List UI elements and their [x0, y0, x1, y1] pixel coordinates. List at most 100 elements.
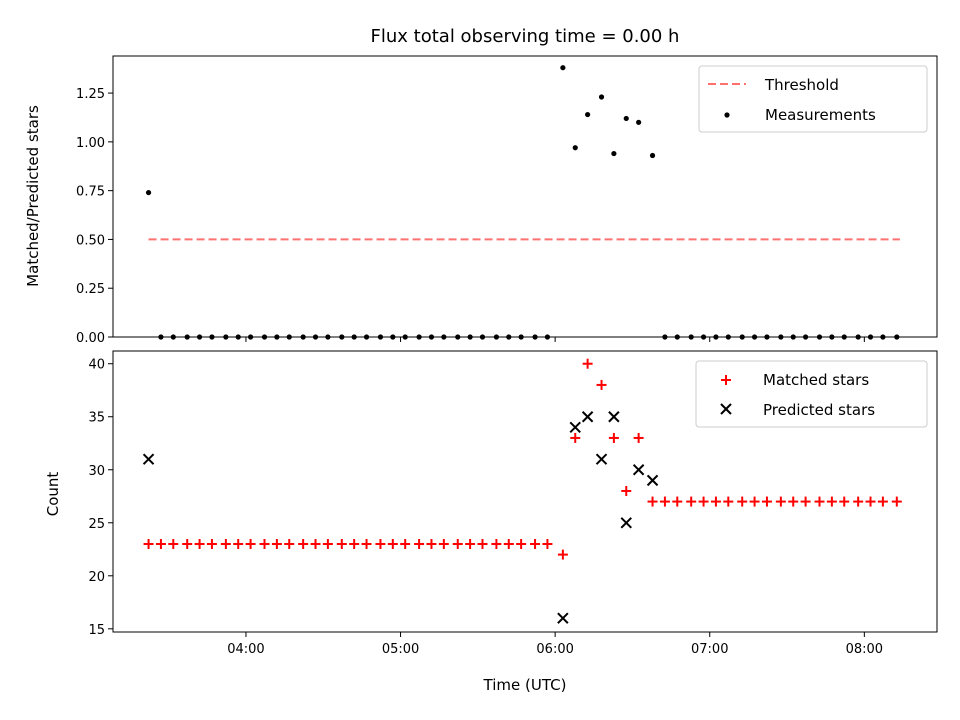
- matched-star-point: [686, 496, 697, 507]
- x-tick-label: 04:00: [227, 642, 264, 657]
- top-y-ticks: 0.00 0.25 0.50 0.75 1.00 1.25: [76, 87, 113, 346]
- measurement-point: [416, 334, 422, 340]
- measurement-point: [816, 334, 823, 340]
- measurement-point: [855, 334, 861, 340]
- top-marks: [145, 65, 900, 340]
- measurement-point: [235, 334, 241, 340]
- matched-star-point: [400, 538, 411, 549]
- measurement-point: [544, 334, 551, 340]
- measurement-point: [585, 111, 591, 118]
- measurement-point: [713, 334, 719, 340]
- top-y-axis-label: Matched/Predicted stars: [24, 105, 42, 287]
- bottom-y-tick-label: 35: [88, 411, 105, 426]
- measurement-point: [145, 189, 152, 196]
- x-tick-label: 07:00: [691, 642, 728, 657]
- measurement-point: [286, 334, 292, 340]
- matched-star-point: [800, 496, 811, 507]
- x-axis-label: Time (UTC): [483, 676, 567, 694]
- bottom-marks: [142, 358, 902, 624]
- matched-star-point: [245, 538, 256, 549]
- measurement-point: [312, 334, 319, 340]
- matched-star-point: [710, 496, 721, 507]
- matched-star-point: [298, 538, 309, 549]
- legend-measurements-label: Measurements: [765, 106, 876, 124]
- measurement-point: [209, 334, 215, 340]
- matched-star-point: [853, 496, 864, 507]
- matched-star-point: [155, 538, 166, 549]
- top-y-tick-label: 0.00: [76, 331, 105, 346]
- measurement-point: [778, 334, 784, 340]
- predicted-star-point: [608, 411, 620, 423]
- matched-star-point: [530, 538, 541, 549]
- legend-threshold-label: Threshold: [764, 76, 839, 94]
- matched-star-point: [557, 549, 568, 560]
- measurement-point: [572, 145, 578, 151]
- measurement-point: [790, 334, 796, 340]
- bottom-y-tick-label: 30: [88, 464, 105, 479]
- measurement-point: [274, 334, 280, 340]
- matched-star-point: [465, 538, 476, 549]
- matched-star-point: [349, 538, 360, 549]
- legend-matched-label: Matched stars: [763, 371, 869, 389]
- matched-star-point: [259, 538, 270, 549]
- matched-star-point: [698, 496, 709, 507]
- predicted-star-point: [595, 453, 608, 465]
- matched-star-point: [477, 538, 488, 549]
- matched-star-point: [361, 538, 372, 549]
- measurement-point: [751, 334, 758, 340]
- matched-star-point: [336, 538, 347, 549]
- legend-predicted-label: Predicted stars: [763, 401, 875, 419]
- top-y-tick-label: 0.50: [76, 233, 105, 248]
- predicted-star-point: [581, 411, 594, 423]
- predicted-star-point: [557, 612, 569, 624]
- measurement-point: [532, 334, 538, 340]
- measurement-point: [170, 334, 176, 340]
- matched-star-point: [438, 538, 449, 549]
- top-y-tick-label: 0.75: [76, 185, 105, 200]
- matched-star-point: [220, 538, 231, 549]
- measurement-point: [829, 334, 835, 340]
- measurement-point: [867, 334, 874, 340]
- measurement-point: [196, 334, 203, 340]
- bottom-legend: Matched stars Predicted stars: [695, 360, 928, 428]
- measurement-point: [428, 334, 435, 340]
- matched-star-point: [775, 496, 786, 507]
- top-y-tick-label: 1.25: [76, 87, 105, 102]
- measurement-point: [377, 334, 384, 340]
- measurement-point: [880, 334, 886, 340]
- measurement-point: [493, 334, 499, 340]
- top-y-tick-label: 0.25: [76, 282, 105, 297]
- matched-star-point: [233, 538, 244, 549]
- measurement-point: [725, 334, 731, 340]
- measurement-point: [518, 334, 524, 340]
- bottom-legend-box: [695, 360, 928, 428]
- measurement-point: [598, 94, 605, 100]
- legend-matched-swatch: [721, 375, 731, 385]
- measurement-point: [764, 334, 770, 340]
- x-tick-label: 08:00: [846, 642, 883, 657]
- measurement-point: [611, 150, 617, 157]
- measurement-point: [223, 334, 229, 340]
- bottom-y-ticks: 15 20 25 30 35 40: [88, 358, 113, 638]
- matched-star-point: [839, 496, 850, 507]
- matched-star-point: [452, 538, 463, 549]
- top-y-tick-label: 1.00: [76, 136, 105, 151]
- measurement-point: [623, 115, 629, 122]
- matched-star-point: [570, 432, 581, 443]
- measurement-point: [688, 334, 694, 340]
- bottom-y-tick-label: 15: [88, 623, 105, 638]
- top-chart-title: Flux total observing time = 0.00 h: [371, 26, 680, 47]
- bottom-y-tick-label: 25: [88, 517, 105, 532]
- matched-star-point: [168, 538, 179, 549]
- measurement-point: [339, 334, 345, 340]
- measurement-point: [479, 334, 486, 340]
- measurement-point: [247, 334, 254, 340]
- measurement-point: [184, 334, 190, 340]
- measurement-point: [441, 334, 447, 340]
- bottom-x-ticks: 04:00 05:00 06:00 07:00 08:00: [227, 632, 883, 657]
- matched-star-point: [659, 496, 670, 507]
- matched-star-point: [182, 538, 193, 549]
- x-tick-label: 05:00: [382, 642, 419, 657]
- measurement-point: [700, 334, 707, 340]
- measurement-point: [739, 334, 745, 340]
